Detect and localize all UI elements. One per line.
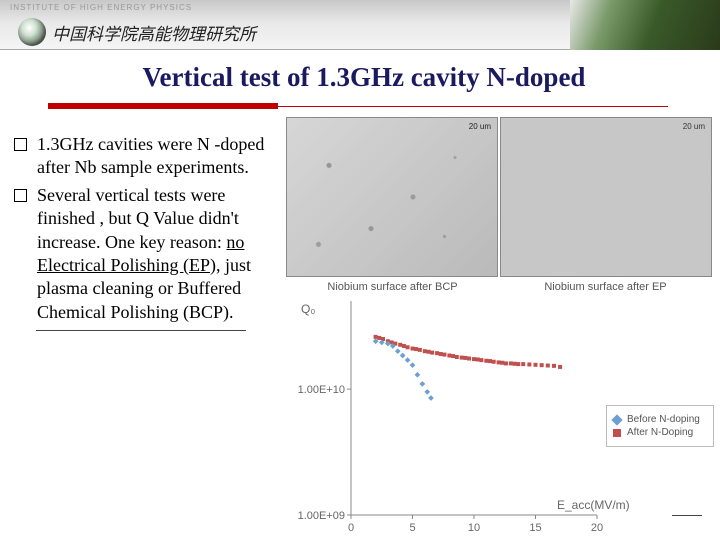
legend-swatch-after [613,429,621,437]
checkbox-icon [14,138,27,151]
caption-bcp: Niobium surface after BCP [286,281,499,293]
page-title: Vertical test of 1.3GHz cavity N-doped [48,62,680,93]
svg-text:5: 5 [409,522,415,534]
header-banner: INSTITUTE OF HIGH ENERGY PHYSICS 中国科学院高能… [0,0,720,50]
ihep-logo [18,18,46,46]
checkbox-icon [14,189,27,202]
svg-text:0: 0 [348,522,354,534]
svg-text:15: 15 [529,522,541,534]
svg-text:1.00E+09: 1.00E+09 [298,510,345,522]
legend-label-after: After N-Doping [627,427,693,438]
svg-text:E_acc(MV/m): E_acc(MV/m) [557,498,630,512]
bullet-item: Several vertical tests were finished , b… [14,184,282,324]
legend-label-before: Before N-doping [627,414,700,425]
scale-bar-right: 20 um [683,122,705,131]
q0-vs-eacc-chart: 0 5 10 15 20 1.00E+09 1.00E+10 Q₀ E_acc(MV/m) Be… [286,295,712,545]
title-area: Vertical test of 1.3GHz cavity N-doped [0,50,720,97]
ep-surface-image: 20 um [500,117,712,277]
institute-name-en: INSTITUTE OF HIGH ENERGY PHYSICS [10,3,192,12]
svg-text:1.00E+10: 1.00E+10 [298,384,345,396]
figures-column: 20 um 20 um Niobium surface after BCP Ni… [286,117,712,545]
title-underline [48,103,278,109]
surface-images-row: 20 um 20 um [286,117,712,277]
bullet-text: 1.3GHz cavities were N -doped after Nb s… [37,133,282,180]
bullet-item: 1.3GHz cavities were N -doped after Nb s… [14,133,282,180]
legend-row-before: Before N-doping [613,414,707,425]
chart-legend: Before N-doping After N-Doping [606,405,714,447]
footer-line [672,515,702,517]
legend-row-after: After N-Doping [613,427,707,438]
bullet-column: 1.3GHz cavities were N -doped after Nb s… [14,117,282,545]
header-facility-image [570,0,720,50]
institute-name-cn: 中国科学院高能物理研究所 [52,20,256,45]
scale-bar-left: 20 um [469,122,491,131]
svg-text:10: 10 [468,522,480,534]
legend-swatch-before [611,414,622,425]
svg-text:Q₀: Q₀ [301,302,315,316]
content-row: 1.3GHz cavities were N -doped after Nb s… [0,109,720,545]
surface-image-captions: Niobium surface after BCP Niobium surfac… [286,277,712,295]
caption-ep: Niobium surface after EP [499,281,712,293]
bcp-surface-image: 20 um [286,117,498,277]
bullet-text: Several vertical tests were finished , b… [37,184,282,324]
svg-text:20: 20 [591,522,603,534]
bullet-rule [36,330,246,331]
